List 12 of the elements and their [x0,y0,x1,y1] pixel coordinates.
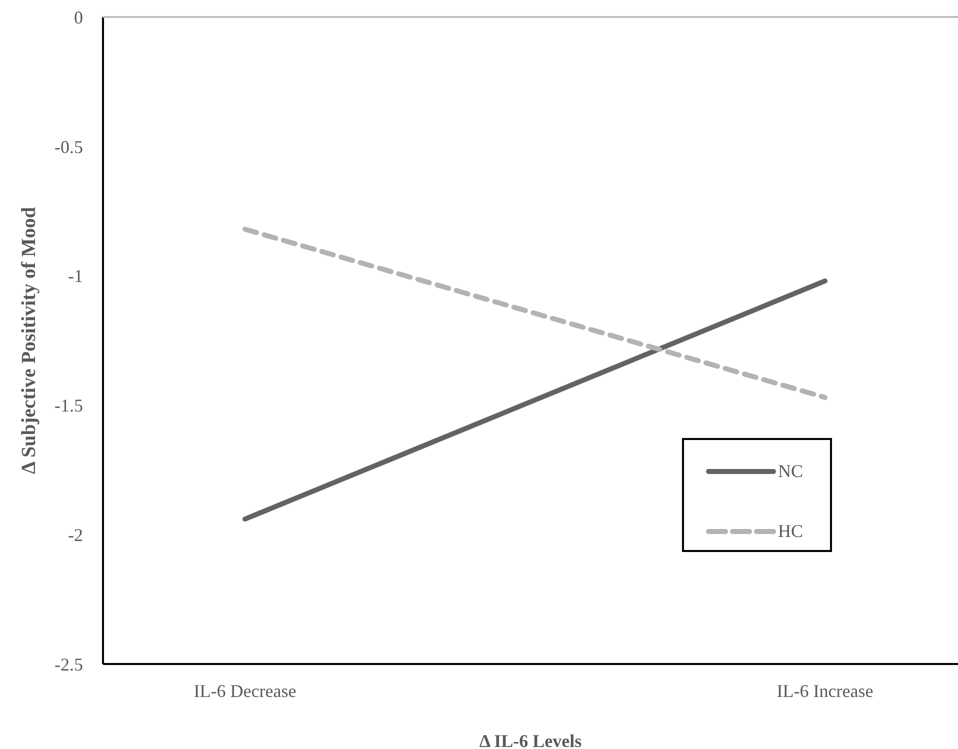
legend-label: NC [778,460,804,482]
legend-label: HC [778,520,804,542]
y-tick-label: -2.5 [54,654,83,674]
y-axis-title: Δ Subjective Positivity of Mood [18,207,40,474]
y-tick-label: -1 [68,266,83,286]
y-tick-label: -0.5 [54,136,83,157]
y-tick-label: -1.5 [54,396,83,416]
x-tick-label: IL-6 Decrease [194,680,296,701]
y-tick-label: 0 [74,7,83,28]
x-axis-title: Δ IL-6 Levels [479,731,582,749]
x-tick-label: IL-6 Increase [776,680,874,701]
y-tick-label: -2 [68,524,83,545]
